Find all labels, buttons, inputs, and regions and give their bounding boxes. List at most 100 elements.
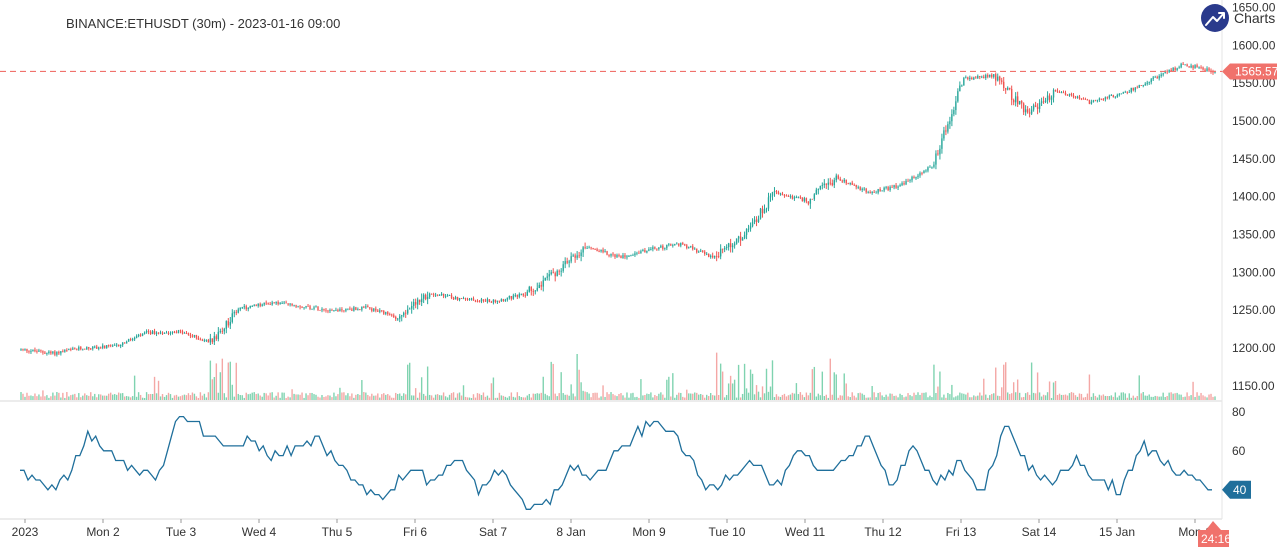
candle-body bbox=[289, 303, 291, 305]
candle-body bbox=[295, 305, 297, 307]
volume-bar bbox=[991, 393, 993, 400]
candle-body bbox=[775, 191, 778, 193]
volume-bar bbox=[849, 397, 851, 400]
candle-body bbox=[486, 299, 489, 302]
volume-bar bbox=[329, 395, 331, 400]
candle-body bbox=[969, 77, 971, 79]
candle-body bbox=[70, 349, 72, 351]
volume-bar bbox=[969, 397, 971, 400]
volume-bar bbox=[472, 394, 475, 400]
candle-body bbox=[331, 309, 333, 311]
candle-body bbox=[931, 166, 933, 168]
candle-body bbox=[40, 350, 42, 352]
volume-bar bbox=[1126, 397, 1128, 400]
candle-body bbox=[1158, 76, 1160, 79]
volume-bar bbox=[927, 397, 929, 400]
volume-bar bbox=[169, 394, 172, 400]
volume-bar bbox=[30, 395, 32, 400]
volume-bar bbox=[438, 395, 441, 400]
candle-body bbox=[773, 191, 776, 193]
candle-body bbox=[24, 349, 26, 350]
volume-bar bbox=[612, 394, 614, 400]
candle-body bbox=[462, 298, 465, 300]
volume-bar bbox=[484, 396, 487, 400]
candle-body bbox=[267, 303, 269, 305]
candle-body bbox=[552, 272, 554, 274]
volume-bar bbox=[20, 392, 22, 400]
volume-bar bbox=[550, 361, 552, 400]
candle-body bbox=[303, 307, 305, 309]
candle-body bbox=[849, 182, 851, 185]
volume-bar bbox=[678, 392, 680, 400]
time-axis-label: Tue 3 bbox=[166, 525, 197, 539]
volume-bar bbox=[1090, 396, 1093, 400]
rsi-axis-label: 60 bbox=[1232, 444, 1246, 458]
volume-bar bbox=[719, 363, 722, 400]
candle-body bbox=[624, 255, 626, 258]
candle-body bbox=[1072, 95, 1075, 97]
candle-body bbox=[568, 261, 570, 263]
volume-bar bbox=[470, 397, 473, 400]
candle-body bbox=[917, 175, 919, 178]
candle-body bbox=[76, 348, 78, 350]
volume-bar bbox=[52, 392, 54, 400]
volume-bar bbox=[576, 354, 578, 400]
candle-body bbox=[1110, 95, 1113, 97]
volume-bar bbox=[741, 393, 744, 400]
volume-bar bbox=[301, 392, 303, 400]
volume-bar bbox=[648, 394, 650, 400]
volume-bar bbox=[702, 394, 704, 400]
volume-bar bbox=[955, 396, 957, 400]
volume-bar bbox=[88, 395, 90, 400]
time-axis-label: Sat 14 bbox=[1022, 525, 1057, 539]
candle-body bbox=[78, 347, 80, 350]
candle-body bbox=[1188, 66, 1190, 68]
candle-body bbox=[383, 311, 385, 314]
candle-body bbox=[1034, 105, 1037, 107]
volume-bar bbox=[616, 396, 618, 400]
candle-body bbox=[213, 336, 216, 343]
candle-body bbox=[361, 306, 363, 310]
candle-body bbox=[578, 255, 580, 257]
volume-bar bbox=[568, 395, 570, 400]
volume-bar bbox=[464, 396, 467, 400]
candle-body bbox=[682, 243, 684, 245]
volume-bar bbox=[454, 397, 457, 400]
volume-bar bbox=[745, 388, 748, 400]
rsi-value-tag: 40 bbox=[1222, 480, 1251, 499]
volume-bar bbox=[452, 392, 455, 400]
candle-body bbox=[626, 256, 628, 258]
volume-bar bbox=[829, 358, 831, 400]
volume-bar bbox=[277, 392, 279, 400]
volume-bar bbox=[853, 395, 855, 400]
volume-bar bbox=[241, 395, 243, 400]
volume-bar bbox=[735, 397, 738, 400]
volume-bar bbox=[407, 364, 409, 400]
candle-body bbox=[751, 222, 754, 227]
candle-body bbox=[596, 249, 598, 252]
volume-bar bbox=[873, 392, 875, 400]
candle-body bbox=[64, 350, 66, 352]
volume-bar bbox=[291, 389, 293, 400]
volume-bar bbox=[530, 397, 532, 400]
candle-body bbox=[195, 335, 198, 338]
volume-bar bbox=[22, 393, 24, 400]
volume-bar bbox=[84, 393, 86, 400]
candle-body bbox=[825, 183, 828, 185]
volume-bar bbox=[713, 395, 716, 400]
candle-body bbox=[556, 270, 558, 277]
candle-body bbox=[1146, 82, 1148, 84]
candle-body bbox=[977, 75, 979, 79]
candle-body bbox=[357, 309, 359, 310]
volume-bar bbox=[554, 393, 556, 400]
candle-body bbox=[365, 306, 367, 308]
candle-body bbox=[506, 297, 509, 300]
volume-bar bbox=[662, 394, 664, 400]
brand-logo[interactable]: Charts p bbox=[1201, 4, 1280, 32]
candle-body bbox=[562, 264, 564, 271]
candle-body bbox=[345, 308, 347, 311]
candle-body bbox=[197, 337, 200, 340]
candle-body bbox=[1136, 87, 1138, 89]
volume-bar bbox=[769, 386, 772, 400]
candle-body bbox=[253, 305, 255, 307]
